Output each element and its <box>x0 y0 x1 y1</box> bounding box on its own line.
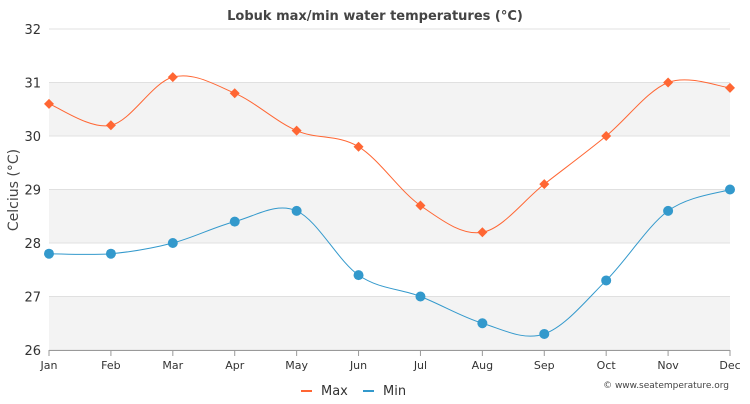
series-max-point <box>229 88 240 99</box>
series-max-point <box>477 227 488 238</box>
series-min-point <box>415 291 426 302</box>
plot-band <box>49 296 730 350</box>
series-min-point <box>105 248 116 259</box>
y-tick-label: 29 <box>24 184 41 199</box>
x-tick-label: Feb <box>101 359 120 372</box>
series-max-point <box>44 98 54 109</box>
series-min-point <box>229 216 240 227</box>
series-min-point <box>725 184 735 195</box>
y-tick-label: 28 <box>24 237 41 252</box>
y-axis-label: Celcius (°C) <box>6 149 22 231</box>
credit-text: © www.seatemperature.org <box>603 381 729 391</box>
series-max-line <box>48 75 731 234</box>
series-min-point <box>353 270 364 281</box>
series-max-point <box>167 72 178 83</box>
x-tick-label: Apr <box>225 359 245 372</box>
series-max-point <box>415 200 426 211</box>
plot-band <box>49 189 730 243</box>
y-tick-label: 31 <box>24 77 41 92</box>
chart-title: Lobuk max/min water temperatures (°C) <box>227 9 523 24</box>
series-max-point <box>105 120 116 131</box>
x-tick-label: Jan <box>40 359 58 372</box>
x-tick-label: Dec <box>719 359 740 372</box>
series-max-point <box>725 82 735 93</box>
series-min-point <box>663 205 674 216</box>
series-max-point <box>291 125 302 136</box>
series-max-point <box>601 131 612 141</box>
series-layer <box>44 72 735 339</box>
y-tick-label: 26 <box>24 344 41 359</box>
x-tick-labels: Jan Feb Mar Apr May Jun Jul Aug Sep Oct Nov Dec <box>40 359 741 372</box>
series-max-point <box>539 179 550 190</box>
x-tick-label: Nov <box>657 359 679 372</box>
y-tick-label: 32 <box>24 23 41 38</box>
x-tick-label: Jun <box>349 359 367 372</box>
x-tick-label: May <box>285 359 308 372</box>
legend-min-label[interactable]: Min <box>383 384 406 399</box>
x-tick-label: Aug <box>472 359 493 372</box>
series-max-point <box>663 77 674 88</box>
series-min-point <box>44 248 54 259</box>
series-min-point <box>539 328 550 339</box>
y-tick-label: 27 <box>24 291 41 306</box>
series-min-point <box>477 318 488 329</box>
legend-max-label[interactable]: Max <box>321 384 348 399</box>
plot-bands <box>49 82 730 350</box>
y-tick-label: 30 <box>24 130 41 145</box>
series-min-point <box>167 238 178 248</box>
x-tick-label: Oct <box>597 359 617 372</box>
x-tick-label: Jul <box>413 359 427 372</box>
x-tick-label: Mar <box>162 359 183 372</box>
plot-band <box>49 82 730 136</box>
series-max-point <box>353 141 364 152</box>
y-tick-labels: 26 27 28 29 30 31 32 <box>24 23 41 359</box>
x-tick-label: Sep <box>534 359 555 372</box>
legend[interactable]: Max Min <box>301 384 406 399</box>
series-min-point <box>601 275 612 286</box>
series-min-point <box>291 205 302 216</box>
